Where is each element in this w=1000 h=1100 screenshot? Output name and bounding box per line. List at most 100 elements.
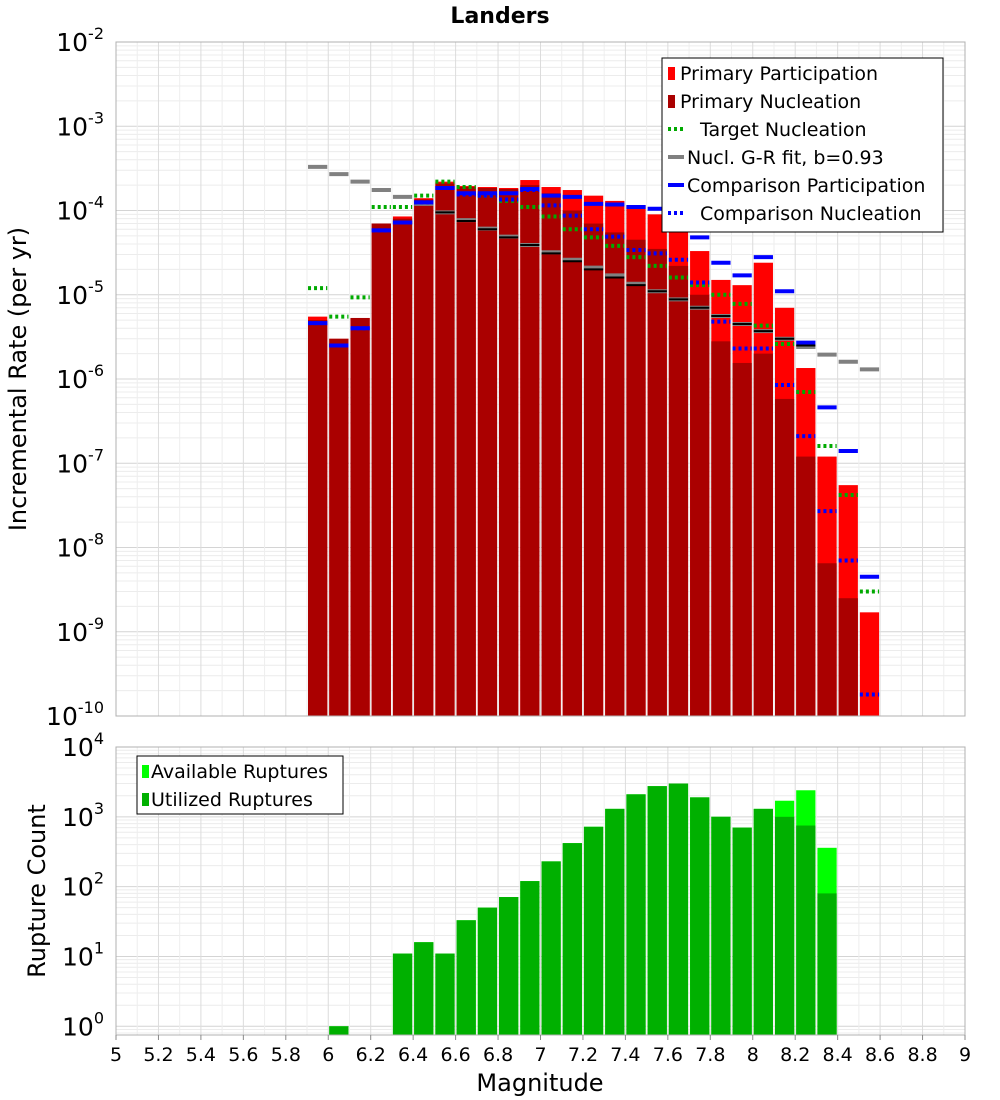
bar-b bbox=[541, 861, 561, 1035]
bar-b bbox=[562, 843, 582, 1035]
bar-b bbox=[329, 1026, 349, 1035]
bar-b bbox=[414, 199, 434, 716]
bar-b bbox=[477, 907, 498, 1035]
bar-b bbox=[753, 353, 773, 716]
bar-b bbox=[499, 897, 519, 1035]
bar-b bbox=[499, 188, 519, 716]
top-plot-frame bbox=[115, 41, 966, 717]
x-tick-label: 6.2 bbox=[356, 1044, 386, 1066]
bar-b bbox=[668, 265, 689, 716]
bottom-x-ticks: 5 5.2 5.4 5.6 5.8 6 6.2 6.4 6.6 6.8 7 7.2 7.4 7.6 7.8 8… bbox=[110, 1035, 971, 1066]
bar-b bbox=[308, 320, 328, 716]
bar-b bbox=[817, 563, 837, 716]
bar-b bbox=[583, 826, 604, 1035]
x-tick-label: 8.2 bbox=[780, 1044, 810, 1066]
bar-b bbox=[796, 825, 816, 1035]
y-tick-label: 10-9 bbox=[56, 614, 104, 647]
x-tick-label: 5.8 bbox=[271, 1044, 301, 1066]
y-tick-label: 10-3 bbox=[56, 108, 104, 141]
x-tick-label: 6 bbox=[322, 1044, 334, 1066]
legend-label: Utilized Ruptures bbox=[151, 789, 313, 811]
bar-b bbox=[647, 786, 667, 1035]
x-tick-label: 6.8 bbox=[483, 1044, 513, 1066]
bar-b bbox=[647, 248, 667, 716]
bar-b bbox=[690, 797, 710, 1035]
legend-label: Primary Nucleation bbox=[680, 91, 861, 113]
bottom-bars bbox=[329, 783, 837, 1035]
bar-b bbox=[392, 218, 413, 716]
x-tick-label: 5.6 bbox=[228, 1044, 258, 1066]
bar-b bbox=[838, 598, 858, 716]
bar-b bbox=[477, 187, 498, 716]
x-tick-label: 8 bbox=[747, 1044, 759, 1066]
bar-b bbox=[817, 893, 837, 1035]
legend-label: Nucl. G-R fit, b=0.93 bbox=[687, 147, 884, 169]
bar-b bbox=[796, 456, 816, 716]
x-tick-label: 5.4 bbox=[186, 1044, 216, 1066]
bar-b bbox=[774, 398, 795, 716]
x-tick-label: 5.2 bbox=[143, 1044, 173, 1066]
y-tick-label: 102 bbox=[62, 869, 104, 902]
y-tick-label: 10-5 bbox=[56, 277, 104, 310]
legend-swatch bbox=[142, 793, 149, 806]
y-tick-label: 10-8 bbox=[56, 530, 104, 563]
legend-label: Target Nucleation bbox=[699, 119, 867, 141]
bar-b bbox=[753, 808, 773, 1035]
bar-b bbox=[583, 223, 604, 717]
legend-swatch bbox=[668, 95, 675, 108]
bar-b bbox=[605, 232, 625, 716]
bar-b bbox=[626, 239, 646, 716]
y-tick-label: 10-6 bbox=[56, 361, 104, 394]
bar-b bbox=[541, 193, 561, 717]
bar-b bbox=[435, 953, 455, 1035]
top-legend: Primary Participation Primary Nucleation T… bbox=[661, 57, 944, 233]
x-tick-label: 5 bbox=[110, 1044, 122, 1066]
x-tick-label: 9 bbox=[959, 1044, 971, 1066]
bar-b bbox=[774, 816, 795, 1035]
top-lines bbox=[308, 164, 880, 697]
bar-b bbox=[668, 783, 689, 1035]
y-tick-label: 10-10 bbox=[46, 698, 104, 731]
bottom-legend: Available Ruptures Utilized Ruptures bbox=[136, 755, 344, 815]
x-axis-label: Magnitude bbox=[476, 1069, 603, 1097]
top-bars bbox=[308, 180, 880, 717]
bar-b bbox=[371, 223, 391, 717]
bar-b bbox=[520, 881, 540, 1035]
bar-b bbox=[414, 942, 434, 1035]
bar-b bbox=[435, 183, 455, 716]
legend-label: Available Ruptures bbox=[151, 761, 328, 783]
y-tick-label: 101 bbox=[62, 938, 104, 971]
top-y-axis-label: Incremental Rate (per yr) bbox=[4, 227, 32, 531]
legend-box bbox=[661, 57, 944, 233]
bottom-y-axis-label: Rupture Count bbox=[23, 804, 51, 978]
bar-b bbox=[350, 317, 370, 716]
x-tick-label: 7.4 bbox=[610, 1044, 640, 1066]
legend-box bbox=[136, 755, 344, 815]
x-tick-label: 7.2 bbox=[568, 1044, 598, 1066]
bar-b bbox=[456, 187, 476, 716]
x-tick-label: 8.4 bbox=[823, 1044, 853, 1066]
chart-title: Landers bbox=[450, 4, 549, 29]
bar-b bbox=[329, 338, 349, 716]
y-tick-label: 10-7 bbox=[56, 445, 104, 478]
bar-b bbox=[562, 210, 582, 716]
x-tick-label: 6.6 bbox=[440, 1044, 470, 1066]
legend-swatch bbox=[668, 67, 675, 80]
bar-b bbox=[732, 362, 752, 716]
x-tick-label: 7 bbox=[534, 1044, 546, 1066]
bar-b bbox=[711, 816, 731, 1035]
bar-b bbox=[456, 920, 476, 1035]
x-tick-label: 7.8 bbox=[695, 1044, 725, 1066]
bar-b bbox=[605, 808, 625, 1035]
x-tick-label: 6.4 bbox=[398, 1044, 428, 1066]
bar-b bbox=[626, 794, 646, 1035]
legend-label: Comparison Nucleation bbox=[700, 203, 922, 225]
bar-b bbox=[711, 341, 731, 716]
x-tick-label: 8.6 bbox=[865, 1044, 895, 1066]
x-tick-label: 7.6 bbox=[653, 1044, 683, 1066]
bar-b bbox=[690, 294, 710, 716]
bottom-y-ticks: 100 101 102 103 104 bbox=[62, 729, 104, 1041]
y-tick-label: 103 bbox=[62, 799, 104, 832]
bar-b bbox=[732, 827, 752, 1035]
